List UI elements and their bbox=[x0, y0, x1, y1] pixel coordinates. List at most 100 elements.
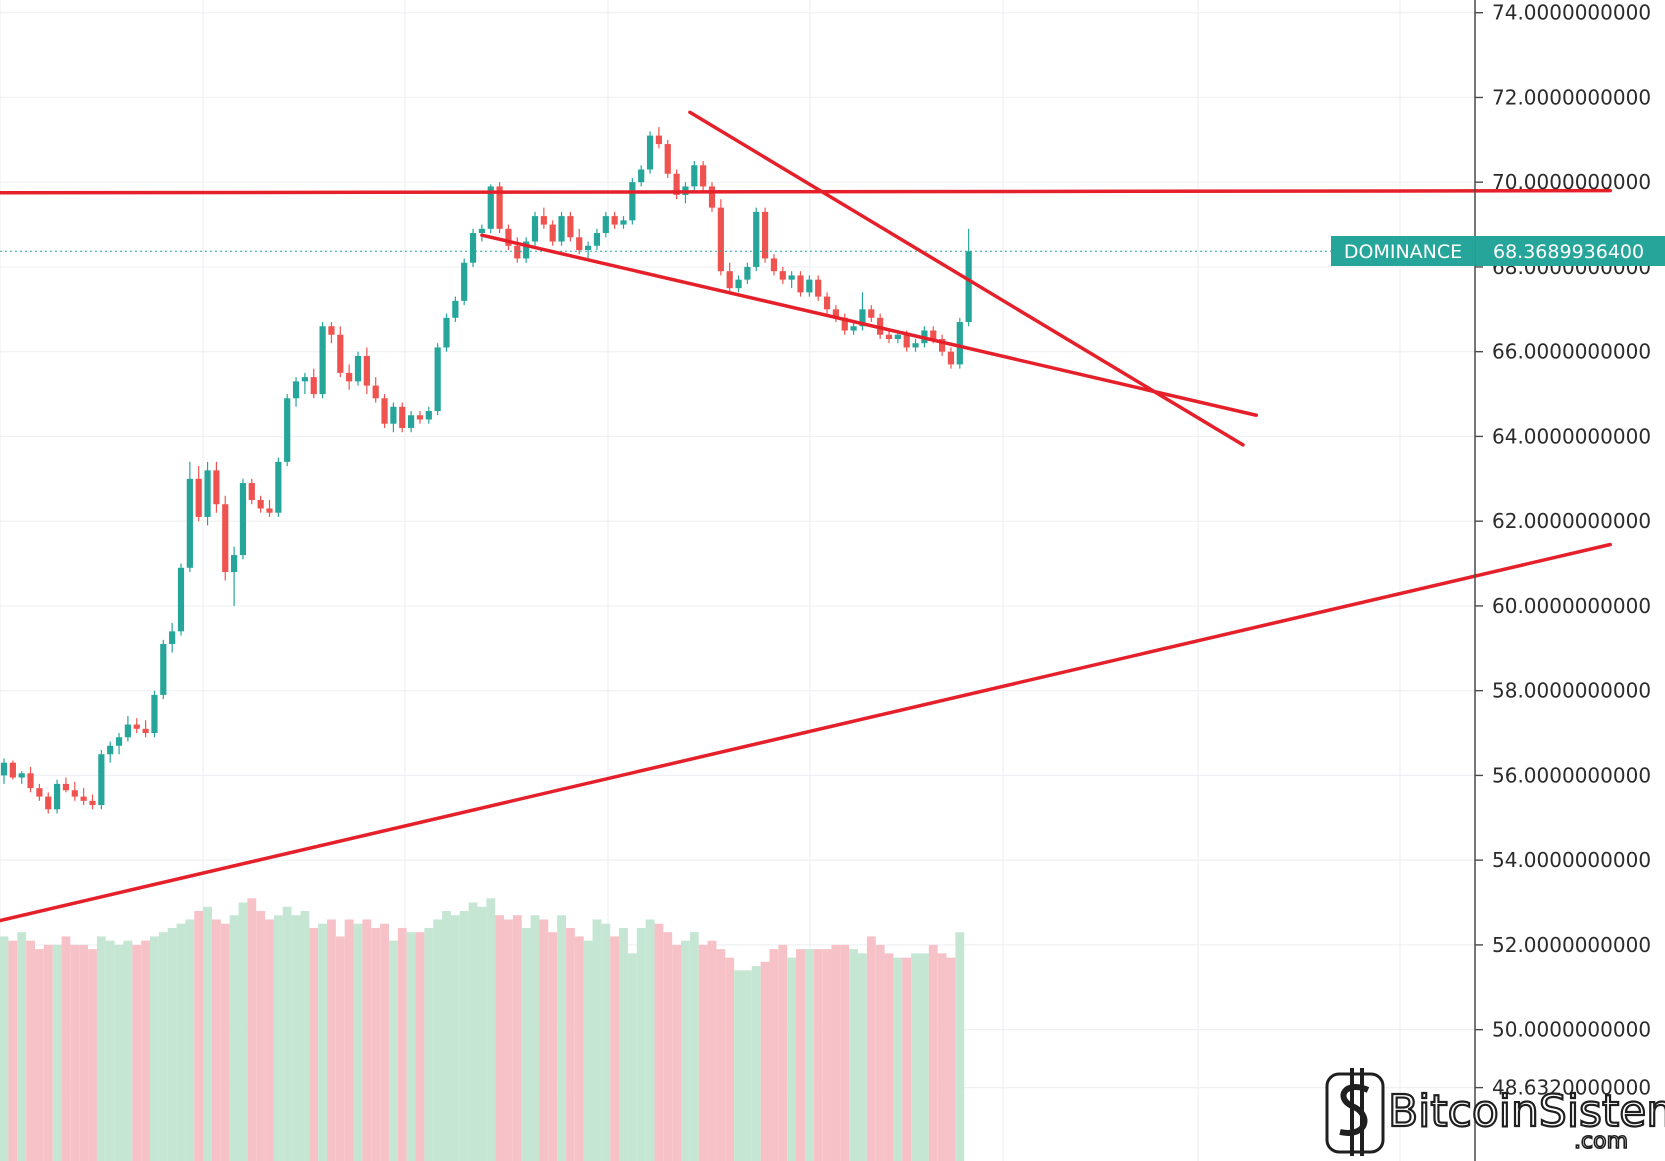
trendline[interactable] bbox=[480, 233, 1259, 417]
candle[interactable] bbox=[54, 779, 61, 814]
candle[interactable] bbox=[9, 760, 16, 780]
candle[interactable] bbox=[443, 313, 450, 352]
candle[interactable] bbox=[390, 402, 397, 433]
candle[interactable] bbox=[567, 211, 574, 242]
candle[interactable] bbox=[629, 177, 636, 225]
candle[interactable] bbox=[310, 368, 317, 399]
candle[interactable] bbox=[770, 254, 778, 276]
candle[interactable] bbox=[151, 690, 158, 738]
candle[interactable] bbox=[195, 466, 202, 522]
candle[interactable] bbox=[452, 296, 459, 323]
candle[interactable] bbox=[133, 718, 140, 734]
candle[interactable] bbox=[399, 402, 406, 433]
candle[interactable] bbox=[576, 228, 583, 255]
candle[interactable] bbox=[815, 275, 822, 301]
candle[interactable] bbox=[708, 182, 716, 212]
candle[interactable] bbox=[744, 262, 751, 284]
trendline[interactable] bbox=[688, 110, 1245, 447]
candle[interactable] bbox=[700, 161, 707, 191]
candle[interactable] bbox=[655, 127, 662, 149]
candle[interactable] bbox=[549, 220, 556, 246]
candle[interactable] bbox=[239, 478, 247, 560]
candle[interactable] bbox=[735, 275, 742, 293]
candle[interactable] bbox=[0, 758, 8, 784]
trendlines[interactable] bbox=[0, 110, 1613, 923]
candle[interactable] bbox=[425, 406, 432, 424]
trendline[interactable] bbox=[0, 542, 1613, 923]
candle[interactable] bbox=[363, 347, 370, 395]
candle[interactable] bbox=[664, 139, 671, 178]
candle[interactable] bbox=[346, 364, 353, 390]
candle[interactable] bbox=[186, 461, 193, 573]
candle[interactable] bbox=[248, 478, 255, 505]
candle[interactable] bbox=[62, 777, 70, 793]
candle[interactable] bbox=[585, 241, 592, 259]
candle[interactable] bbox=[18, 771, 25, 784]
candle[interactable] bbox=[319, 322, 326, 399]
candle[interactable] bbox=[266, 499, 273, 517]
candle[interactable] bbox=[912, 338, 919, 352]
candle[interactable] bbox=[98, 749, 105, 810]
candle[interactable] bbox=[124, 716, 131, 742]
candle[interactable] bbox=[939, 334, 946, 356]
candle[interactable] bbox=[89, 794, 96, 810]
candle[interactable] bbox=[717, 199, 724, 276]
candle[interactable] bbox=[806, 275, 813, 297]
candle[interactable] bbox=[222, 495, 229, 581]
candle[interactable] bbox=[36, 783, 43, 801]
candle[interactable] bbox=[160, 639, 167, 700]
candle[interactable] bbox=[434, 343, 441, 416]
candle[interactable] bbox=[301, 372, 308, 395]
candle[interactable] bbox=[885, 330, 893, 344]
candle[interactable] bbox=[372, 377, 379, 403]
price-axis[interactable]: 74.0000000000 72.0000000000 70.0000000000 6… bbox=[1475, 1, 1651, 1100]
candle[interactable] bbox=[611, 211, 618, 229]
candle[interactable] bbox=[204, 461, 211, 526]
candle[interactable] bbox=[779, 266, 786, 284]
trendline[interactable] bbox=[0, 188, 1613, 195]
candle[interactable] bbox=[868, 305, 875, 323]
candle[interactable] bbox=[80, 788, 87, 806]
candle[interactable] bbox=[602, 211, 609, 238]
candle[interactable] bbox=[638, 165, 645, 187]
candle[interactable] bbox=[27, 766, 34, 793]
candle[interactable] bbox=[558, 211, 565, 246]
candle[interactable] bbox=[514, 237, 521, 263]
candle[interactable] bbox=[337, 326, 344, 378]
candle[interactable] bbox=[478, 224, 485, 242]
candle[interactable] bbox=[797, 271, 804, 297]
candle[interactable] bbox=[956, 317, 963, 369]
candle[interactable] bbox=[328, 322, 335, 344]
candle[interactable] bbox=[169, 622, 176, 653]
candle[interactable] bbox=[788, 271, 795, 289]
candle[interactable] bbox=[691, 161, 698, 191]
candle[interactable] bbox=[540, 207, 547, 229]
candle[interactable] bbox=[142, 720, 149, 738]
candle[interactable] bbox=[726, 262, 733, 293]
candle[interactable] bbox=[408, 411, 415, 433]
candle[interactable] bbox=[823, 292, 831, 314]
candle[interactable] bbox=[947, 347, 955, 369]
candle[interactable] bbox=[620, 216, 627, 229]
candle[interactable] bbox=[469, 228, 477, 267]
candle[interactable] bbox=[45, 792, 52, 814]
candle[interactable] bbox=[257, 495, 264, 513]
candle[interactable] bbox=[275, 457, 282, 517]
candle[interactable] bbox=[354, 351, 362, 386]
candle[interactable] bbox=[416, 411, 424, 424]
candle[interactable] bbox=[107, 741, 114, 763]
candle[interactable] bbox=[292, 377, 300, 407]
candle[interactable] bbox=[213, 461, 220, 513]
candle[interactable] bbox=[841, 313, 848, 335]
candle[interactable] bbox=[523, 237, 530, 263]
candle[interactable] bbox=[531, 211, 539, 246]
candle[interactable] bbox=[461, 258, 468, 306]
candle[interactable] bbox=[762, 207, 769, 263]
candle[interactable] bbox=[231, 546, 238, 606]
candle[interactable] bbox=[593, 228, 601, 250]
candlesticks[interactable] bbox=[0, 127, 972, 814]
candle[interactable] bbox=[673, 169, 680, 200]
candle[interactable] bbox=[646, 131, 654, 174]
